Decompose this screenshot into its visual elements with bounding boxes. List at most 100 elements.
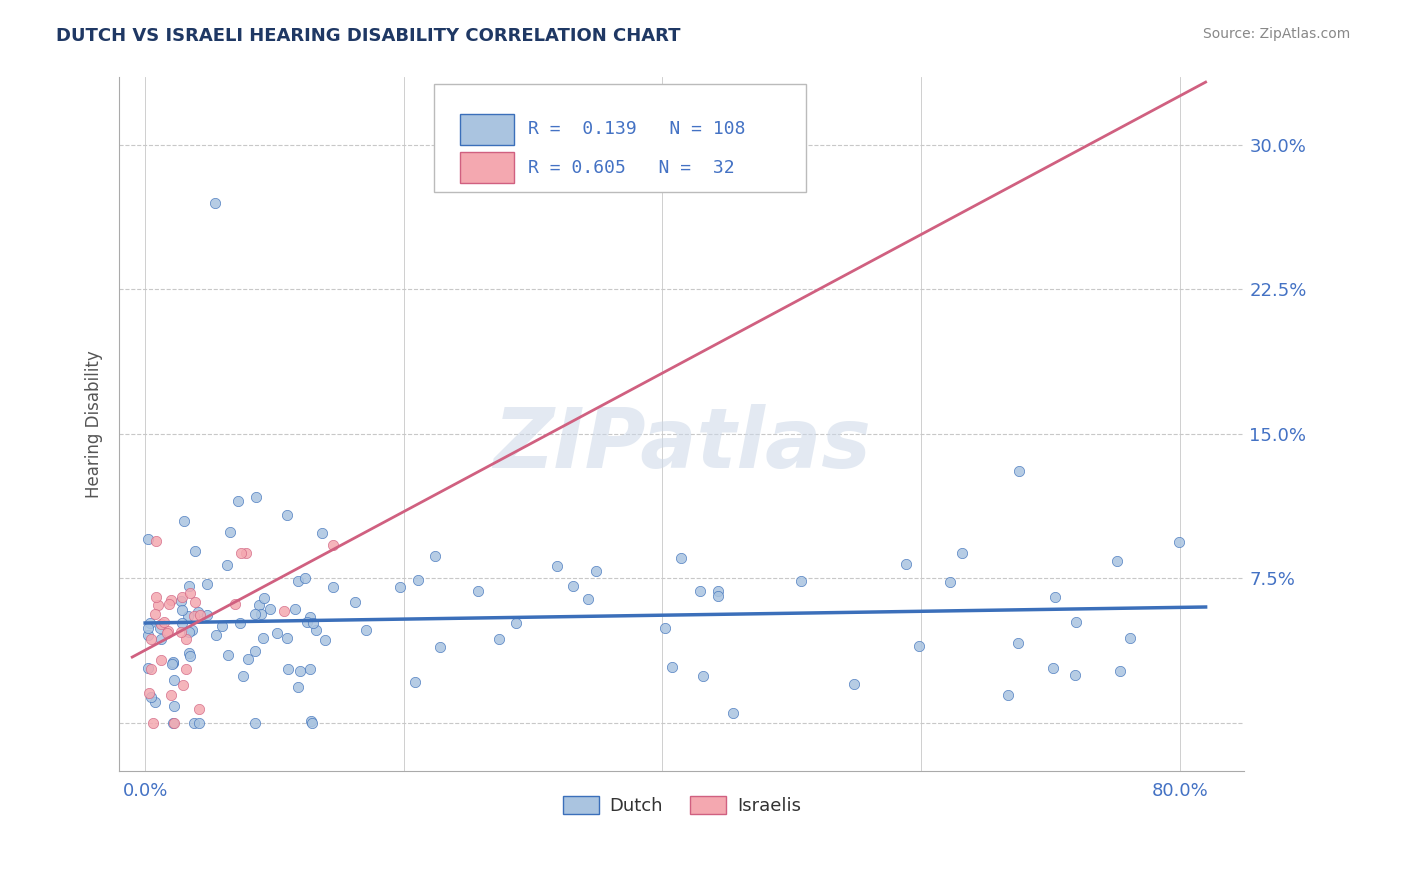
Point xyxy=(247,598,270,612)
Text: R = 0.605   N =  32: R = 0.605 N = 32 xyxy=(527,159,734,177)
Point xyxy=(1008,464,1031,478)
Point xyxy=(146,599,169,613)
Point xyxy=(139,632,162,647)
Point xyxy=(576,591,599,606)
Point xyxy=(467,584,489,599)
Point xyxy=(179,624,201,639)
Point xyxy=(176,661,198,675)
Point xyxy=(149,617,172,632)
Point xyxy=(404,675,426,690)
Point xyxy=(138,686,160,700)
Point xyxy=(273,604,295,618)
Point xyxy=(136,621,159,635)
Point xyxy=(162,656,184,670)
Point xyxy=(138,628,160,642)
Point xyxy=(250,607,273,622)
Point xyxy=(276,508,298,522)
Point xyxy=(546,559,568,574)
Point xyxy=(505,616,527,631)
Point xyxy=(692,669,714,683)
Point xyxy=(143,695,166,709)
Point xyxy=(211,619,233,633)
Point xyxy=(224,597,246,611)
Point xyxy=(170,594,193,608)
Point xyxy=(585,564,607,578)
Point xyxy=(259,602,281,616)
Point xyxy=(669,551,692,566)
Point xyxy=(894,558,917,572)
Point xyxy=(172,615,194,630)
Point xyxy=(188,701,211,715)
Point xyxy=(172,678,194,692)
Point xyxy=(287,574,309,588)
Point xyxy=(162,655,184,669)
Point xyxy=(184,595,207,609)
Point xyxy=(284,602,307,616)
Point xyxy=(163,673,186,688)
Point xyxy=(179,585,201,599)
Point xyxy=(163,698,186,713)
Point xyxy=(322,538,344,552)
Point xyxy=(188,715,211,730)
Point xyxy=(157,598,180,612)
Point xyxy=(252,631,274,645)
Point xyxy=(143,607,166,621)
Point xyxy=(172,603,194,617)
FancyBboxPatch shape xyxy=(460,114,515,145)
Point xyxy=(277,662,299,676)
Point xyxy=(661,660,683,674)
Point xyxy=(305,624,328,638)
FancyBboxPatch shape xyxy=(460,153,515,183)
Point xyxy=(295,615,318,630)
Point xyxy=(174,632,197,646)
Point xyxy=(243,715,266,730)
Point xyxy=(162,715,184,730)
Point xyxy=(276,631,298,645)
Point xyxy=(301,715,323,730)
Point xyxy=(160,592,183,607)
Point xyxy=(1045,591,1067,605)
Point xyxy=(299,610,322,624)
Text: R =  0.139   N = 108: R = 0.139 N = 108 xyxy=(527,120,745,138)
Point xyxy=(253,591,276,606)
Point xyxy=(939,574,962,589)
Point xyxy=(173,514,195,528)
Point xyxy=(245,607,267,621)
Point xyxy=(266,625,288,640)
Point xyxy=(204,195,226,210)
Point xyxy=(354,623,377,637)
Point xyxy=(343,595,366,609)
Point xyxy=(1064,615,1087,629)
FancyBboxPatch shape xyxy=(434,85,806,192)
Point xyxy=(1108,664,1130,678)
Point xyxy=(388,580,411,594)
Point xyxy=(177,609,200,624)
Point xyxy=(156,624,179,638)
Y-axis label: Hearing Disability: Hearing Disability xyxy=(86,351,103,498)
Legend: Dutch, Israelis: Dutch, Israelis xyxy=(554,787,810,824)
Point xyxy=(150,653,173,667)
Text: Source: ZipAtlas.com: Source: ZipAtlas.com xyxy=(1202,27,1350,41)
Point xyxy=(654,621,676,635)
Point xyxy=(170,624,193,639)
Point xyxy=(844,677,866,691)
Point xyxy=(179,646,201,660)
Point xyxy=(217,558,239,572)
Point xyxy=(406,573,429,587)
Point xyxy=(177,579,200,593)
Point xyxy=(183,715,205,730)
Point xyxy=(139,690,162,704)
Point xyxy=(138,533,160,547)
Point xyxy=(288,664,311,678)
Point xyxy=(145,590,167,604)
Point xyxy=(142,715,165,730)
Point xyxy=(429,640,451,655)
Point xyxy=(1042,661,1064,675)
Point xyxy=(187,605,209,619)
Point xyxy=(205,628,228,642)
Point xyxy=(301,615,323,630)
Point xyxy=(145,534,167,549)
Point xyxy=(179,648,201,663)
Point xyxy=(229,546,252,560)
Point xyxy=(149,621,172,635)
